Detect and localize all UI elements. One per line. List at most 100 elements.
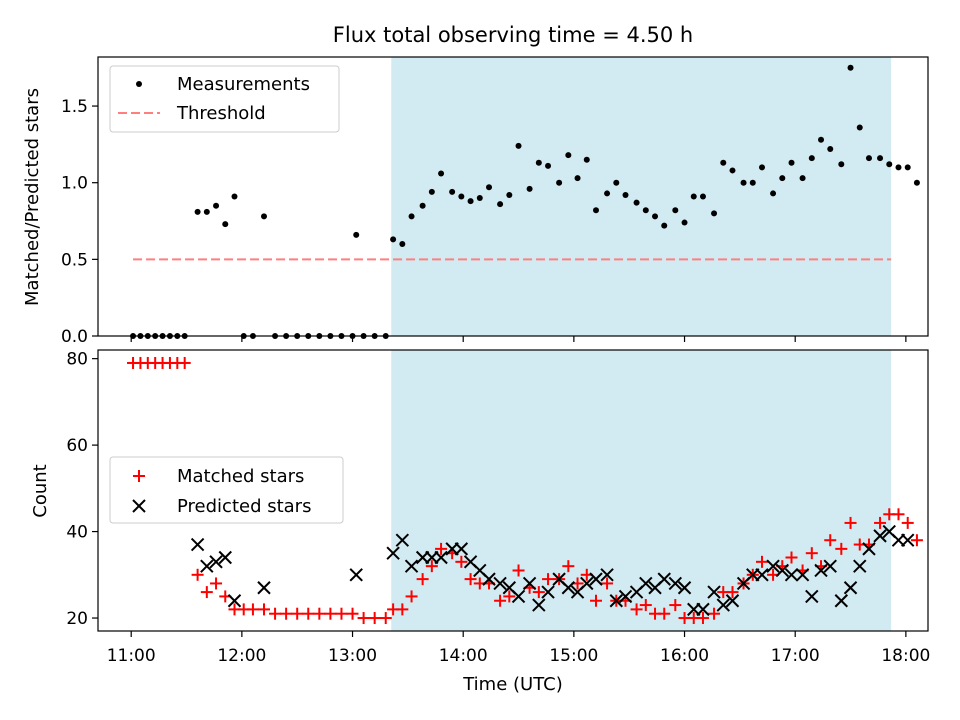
matched-star-point [464,573,477,586]
measurement-point [535,159,542,166]
measurement-point [681,219,688,226]
legend-threshold-label: Threshold [176,103,266,124]
measurement-point [690,193,697,200]
matched-star-point [357,612,370,625]
matched-star-point [324,607,337,620]
matched-star-point [503,590,516,603]
matched-star-point [708,607,721,620]
measurement-point [642,207,649,214]
matched-star-point [405,590,418,603]
matched-star-point [892,508,905,521]
matched-star-point [785,551,798,564]
measurement-point [661,222,668,229]
matched-star-point [258,603,270,616]
measurement-point [506,191,513,198]
top-panel-frame [97,56,929,337]
top-y-axis-label: Matched/Predicted stars [22,88,43,306]
matched-star-point [435,542,448,555]
measurement-point [458,193,465,200]
measurement-point [838,161,845,168]
matched-star-point [669,599,682,612]
predicted-star-point [668,576,683,591]
predicted-star-point [561,581,576,595]
y-tick-label: 0.0 [61,327,88,347]
measurement-point [574,175,581,182]
measurement-point [652,213,659,220]
measurement-point [699,193,706,200]
measurement-point [213,202,220,209]
predicted-star-point [522,576,537,591]
measurement-point [399,241,406,248]
measurement-point [847,64,854,71]
top-panel: 0.0 0.5 1.0 1.5 Matched/Predicted stars Mea… [22,56,929,347]
measurement-point [203,208,210,215]
predicted-star-point [657,572,671,586]
top-y-ticks: 0.0 0.5 1.0 1.5 [61,97,98,347]
measurement-point [476,195,483,202]
bottom-marks [127,356,923,625]
matched-star-point [874,516,887,529]
y-tick-label: 60 [66,436,88,456]
measurement-point [261,213,267,220]
matched-star-point [542,573,555,586]
y-tick-label: 80 [66,350,88,370]
measurement-point [729,167,736,174]
chart-title: Flux total observing time = 4.50 h [333,23,693,47]
measurement-point [856,124,863,131]
predicted-star-point [532,598,546,612]
predicted-star-point [493,576,507,591]
matched-star-point [726,586,739,599]
predicted-star-point [696,602,710,617]
matched-star-point [291,607,304,620]
predicted-star-point [454,542,469,556]
measurement-point [231,193,238,200]
y-tick-label: 1.0 [61,174,88,194]
matched-star-point [280,607,293,620]
measurement-point [613,179,620,186]
matched-star-point [425,560,438,573]
measurement-point [808,155,815,162]
measurement-point [799,175,806,182]
measurement-point [545,162,552,169]
matched-star-point [379,612,392,625]
predicted-star-point [218,550,232,565]
x-tick-label: 17:00 [771,646,820,666]
predicted-star-point [901,533,915,547]
legend-predicted-marker [132,499,146,513]
bottom-legend: Matched stars Predicted stars [109,456,344,524]
matched-star-point [178,356,191,369]
y-tick-label: 40 [66,523,88,543]
matched-star-point [416,573,429,586]
predicted-star-point [434,550,448,565]
predicted-star-point [541,585,555,599]
x-axis-label: Time (UTC) [462,674,563,695]
predicted-star-point [580,576,594,591]
predicted-star-point [823,559,837,573]
measurement-point [449,188,456,195]
measurement-point [515,142,522,149]
measurement-point [720,159,727,166]
matched-star-point [805,547,818,560]
matched-star-point [639,599,652,612]
measurement-point [740,179,747,186]
x-tick-label: 18:00 [881,646,930,666]
matched-star-point [368,612,381,625]
measurement-point [526,185,533,192]
predicted-star-point [707,585,721,599]
measurement-point [419,202,426,209]
measurement-point [604,190,611,197]
legend-matched-label: Matched stars [177,466,304,487]
predicted-star-point [814,563,828,578]
legend-measurements-marker [136,81,142,87]
bottom-panel-frame [97,349,929,632]
legend-predicted-label: Predicted stars [177,496,311,517]
measurement-point [428,188,435,195]
measurement-point [788,159,795,166]
predicted-star-point [209,555,223,569]
predicted-star-point [200,559,214,573]
predicted-star-point [404,559,419,573]
measurement-point [622,191,629,198]
bottom-y-ticks: 20 40 60 80 [66,350,98,629]
